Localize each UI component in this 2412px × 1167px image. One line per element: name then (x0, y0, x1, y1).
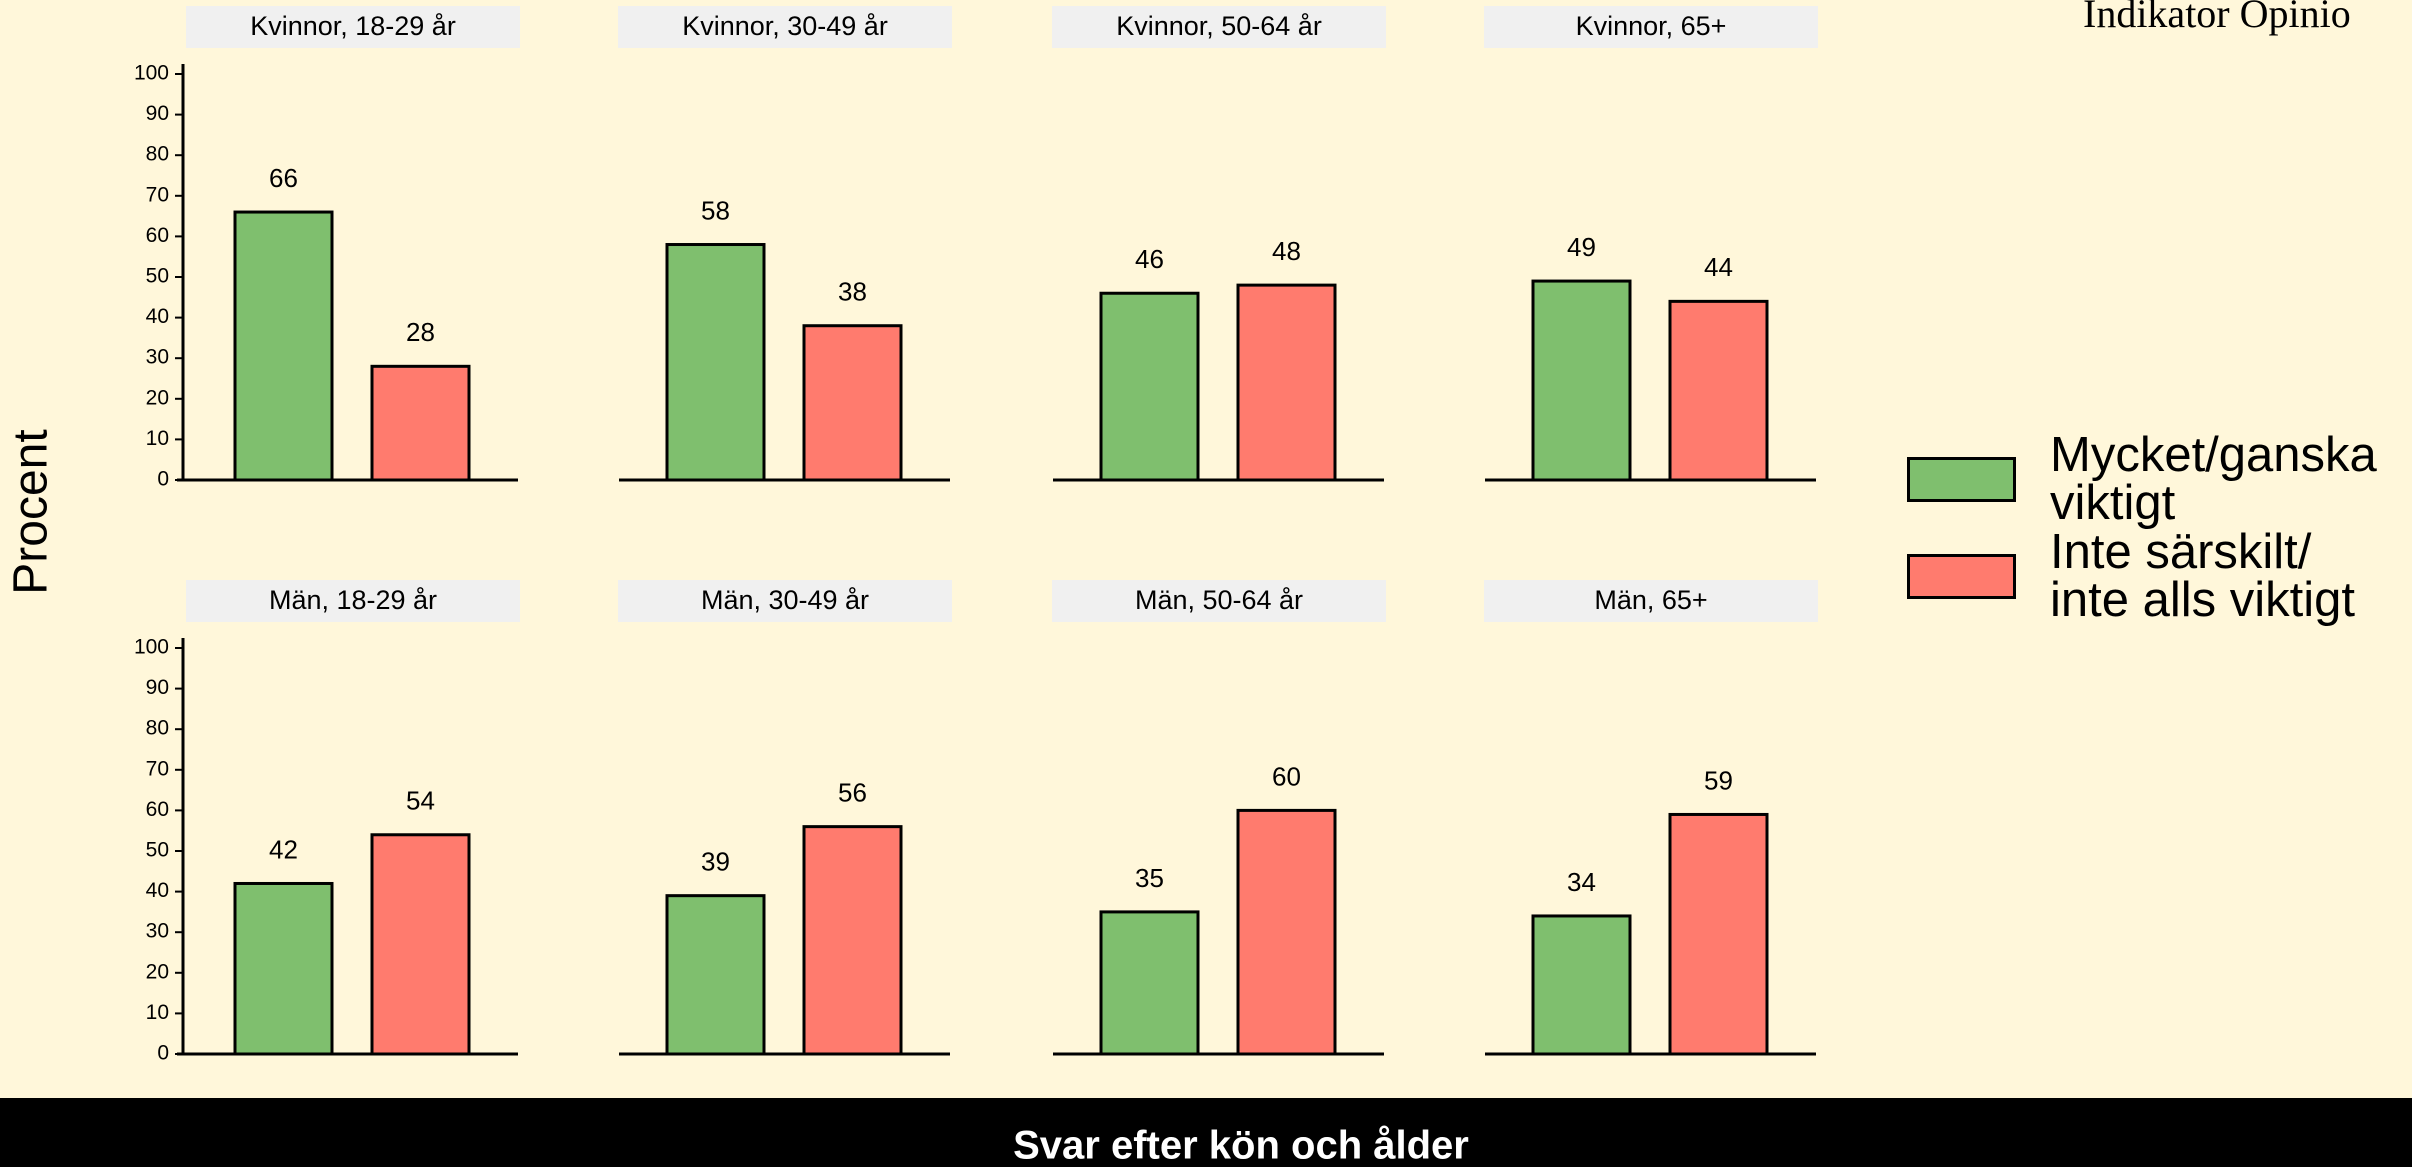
x-axis-label: Svar efter kön och ålder (1013, 1124, 1469, 1167)
value-label: 38 (838, 277, 867, 307)
strip (1484, 580, 1818, 622)
value-label: 28 (406, 317, 435, 347)
y-tick-label: 20 (146, 386, 169, 409)
footer-bar (0, 1098, 2412, 1167)
value-label: 56 (838, 778, 867, 808)
bar (1531, 914, 1632, 1056)
strip (618, 6, 952, 48)
panel-title: Män, 18-29 år (269, 585, 437, 615)
y-tick-label: 20 (146, 960, 169, 983)
value-label: 48 (1272, 236, 1301, 266)
y-axis-label: Procent (5, 429, 58, 594)
value-label: 35 (1135, 863, 1164, 893)
y-tick-label: 80 (146, 143, 169, 166)
y-tick-label: 70 (146, 757, 169, 780)
legend-label: Inte särskilt/ inte alls viktigt (2050, 525, 2356, 627)
panel-title: Män, 65+ (1594, 585, 1707, 615)
panel-title: Män, 50-64 år (1135, 585, 1303, 615)
legend-item: Inte särskilt/ inte alls viktigt (1907, 525, 2390, 627)
value-label: 59 (1704, 765, 1733, 795)
y-tick-label: 50 (146, 839, 169, 862)
value-label: 39 (701, 847, 730, 877)
y-tick-label: 90 (146, 102, 169, 125)
y-tick-label: 0 (157, 1042, 169, 1065)
panel-title: Män, 30-49 år (701, 585, 869, 615)
strip (186, 6, 520, 48)
y-tick-label: 10 (146, 1001, 169, 1024)
bar (1099, 910, 1200, 1056)
bar (233, 210, 334, 482)
y-tick-label: 60 (146, 224, 169, 247)
y-tick-label: 70 (146, 183, 169, 206)
bar (1668, 299, 1769, 482)
value-label: 34 (1567, 867, 1596, 897)
y-tick-label: 10 (146, 427, 169, 450)
bar (1099, 291, 1200, 482)
bar (233, 881, 334, 1056)
y-tick-label: 40 (146, 879, 169, 902)
y-tick-label: 0 (157, 468, 169, 491)
y-tick-label: 60 (146, 798, 169, 821)
y-tick-label: 80 (146, 717, 169, 740)
bar (370, 364, 471, 482)
brand: Indikator Opinio (2083, 0, 2351, 36)
y-tick-label: 30 (146, 920, 169, 943)
bar (1531, 279, 1632, 482)
value-label: 42 (269, 834, 298, 864)
panel-title: Kvinnor, 65+ (1576, 11, 1727, 41)
legend-label: Mycket/ganska viktigt (2050, 428, 2377, 530)
strip (186, 580, 520, 622)
panel-title: Kvinnor, 50-64 år (1116, 11, 1322, 41)
value-label: 60 (1272, 761, 1301, 791)
y-tick-label: 90 (146, 676, 169, 699)
value-label: 54 (406, 786, 435, 816)
strip (618, 580, 952, 622)
bar (370, 833, 471, 1056)
strip (1484, 6, 1818, 48)
legend-swatch (1907, 553, 2016, 599)
value-label: 44 (1704, 252, 1733, 282)
value-label: 66 (269, 163, 298, 193)
y-tick-label: 100 (134, 62, 169, 85)
y-tick-label: 40 (146, 305, 169, 328)
bar (802, 324, 903, 482)
legend-swatch (1907, 456, 2016, 502)
strip (1052, 580, 1386, 622)
y-tick-label: 50 (146, 265, 169, 288)
legend-item: Mycket/ganska viktigt (1907, 428, 2390, 530)
bar (1668, 812, 1769, 1056)
value-label: 49 (1567, 232, 1596, 262)
panel-title: Kvinnor, 18-29 år (250, 11, 456, 41)
value-label: 58 (701, 195, 730, 225)
bar (802, 825, 903, 1056)
strip (1052, 6, 1386, 48)
bar (665, 894, 766, 1056)
bar (1236, 283, 1337, 482)
panel-title: Kvinnor, 30-49 år (682, 11, 888, 41)
bar (665, 243, 766, 482)
value-label: 46 (1135, 244, 1164, 274)
bar (1236, 808, 1337, 1056)
y-tick-label: 100 (134, 636, 169, 659)
y-tick-label: 30 (146, 346, 169, 369)
